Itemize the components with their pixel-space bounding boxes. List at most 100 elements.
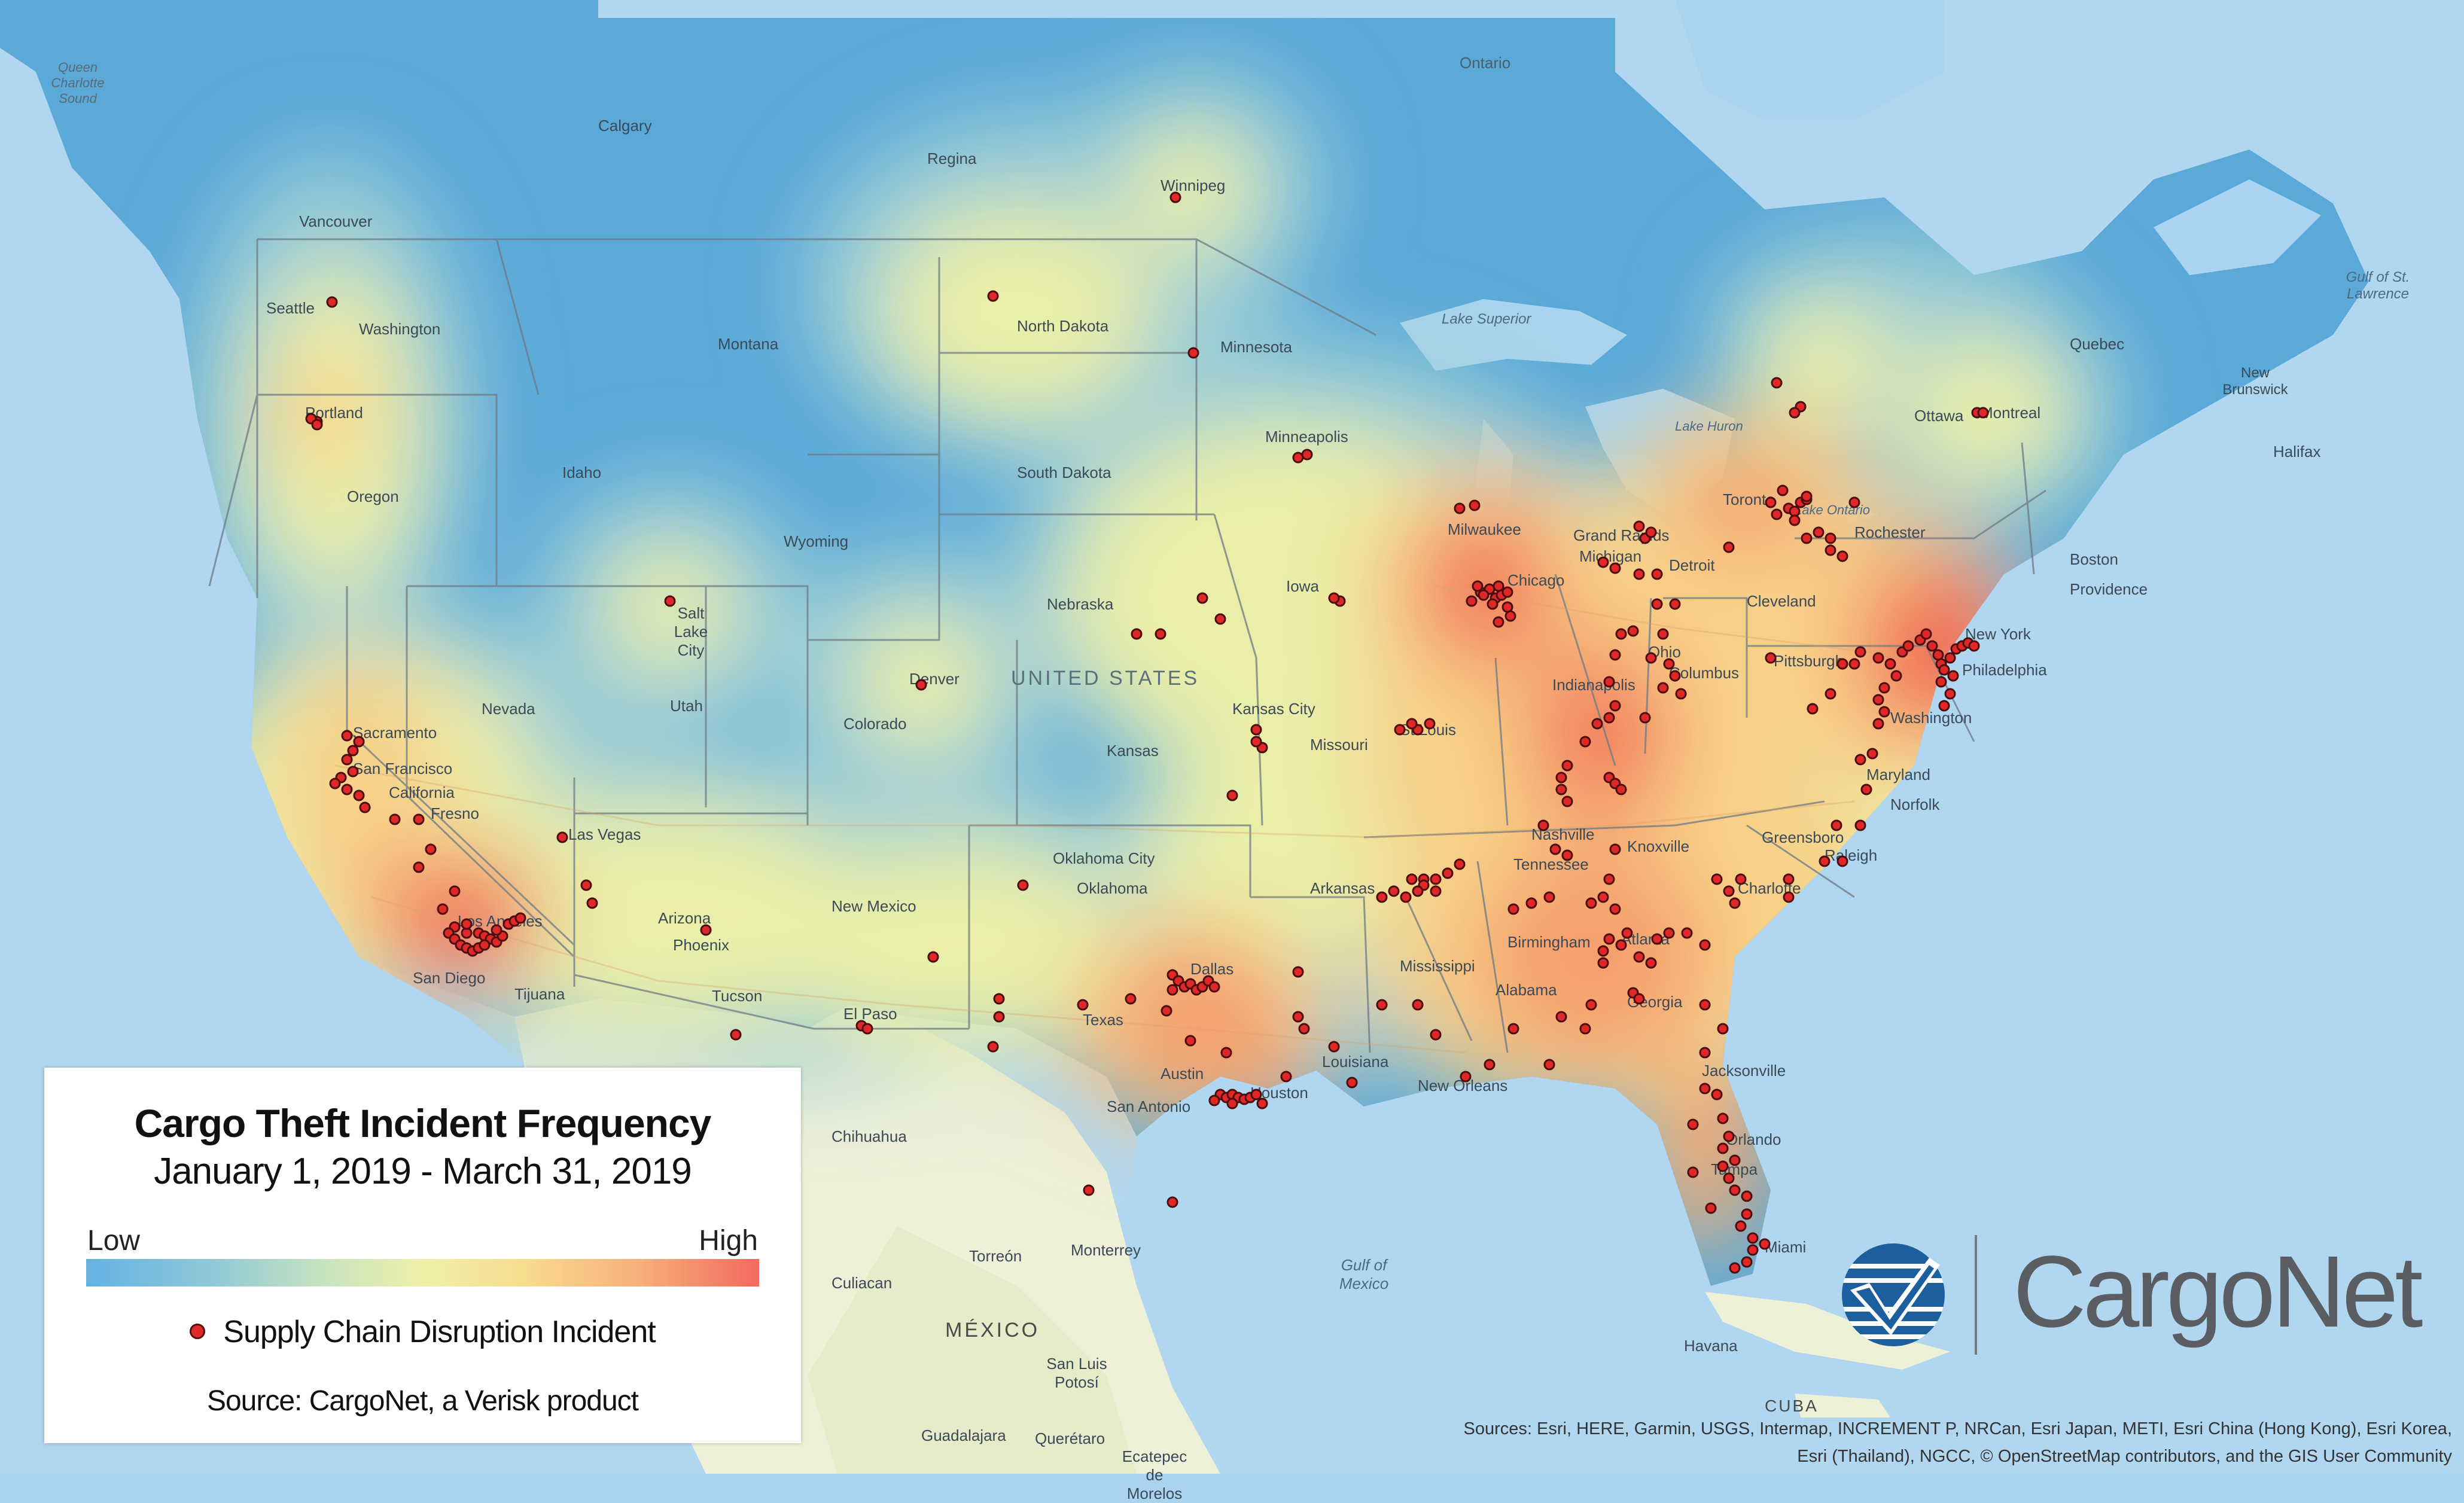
legend-high-label: High (699, 1225, 758, 1257)
incident-dot (1579, 736, 1591, 748)
label-norfolk: Norfolk (1890, 795, 1940, 813)
incident-dot (1507, 903, 1519, 915)
label-san-luis-potosi: San Luis Potosí (1046, 1355, 1107, 1391)
incident-dot (1442, 867, 1454, 879)
label-texas: Texas (1083, 1011, 1123, 1029)
label-nebraska: Nebraska (1047, 595, 1114, 613)
incident-dot (1504, 610, 1516, 622)
label-orlando: Orlando (1726, 1130, 1781, 1148)
label-raleigh: Raleigh (1825, 846, 1878, 864)
incident-dot (1609, 903, 1621, 915)
incident-dot (993, 1011, 1005, 1023)
incident-dot (1166, 984, 1178, 996)
incident-dot (1938, 664, 1950, 676)
incident-dot (1836, 855, 1848, 867)
incident-dot (1579, 1023, 1591, 1035)
incident-dot (1884, 658, 1896, 670)
label-rochester: Rochester (1854, 523, 1926, 541)
label-maryland: Maryland (1866, 766, 1930, 783)
label-nevada: Nevada (482, 700, 535, 718)
incident-dot (1430, 885, 1442, 897)
incident-dot (1292, 966, 1304, 978)
incident-dot (353, 789, 365, 801)
incident-dot (1848, 658, 1860, 670)
incident-dot (1866, 748, 1878, 760)
label-indianapolis: Indianapolis (1552, 676, 1635, 694)
label-culiacan: Culiacan (832, 1274, 893, 1292)
label-arizona: Arizona (658, 909, 711, 927)
incident-dot (1250, 736, 1262, 748)
label-washington-dc: Washington (1890, 709, 1972, 727)
incident-dot (1926, 640, 1938, 652)
incident-dot (1771, 508, 1783, 520)
cargonet-logo: CargoNet (1839, 1229, 2438, 1367)
label-queen-charlotte: Queen Charlotte Sound (51, 60, 105, 106)
incident-dot (1549, 843, 1561, 855)
incident-dot (1783, 873, 1795, 885)
label-vancouver: Vancouver (299, 212, 373, 230)
incident-dot (1301, 449, 1313, 461)
incident-dot (1017, 879, 1029, 891)
incident-dot (1633, 993, 1645, 1005)
incident-dot (1472, 580, 1484, 592)
label-sacramento: Sacramento (353, 724, 437, 742)
incident-dot (1902, 640, 1914, 652)
incident-dot (1947, 670, 1959, 682)
incident-dot (1723, 1130, 1735, 1142)
incident-dot (1639, 712, 1651, 724)
label-new-york: New York (1965, 625, 2031, 643)
label-montana: Montana (718, 335, 779, 353)
incident-dot (1651, 568, 1663, 580)
label-milwaukee: Milwaukee (1448, 520, 1521, 538)
incident-dot (1663, 658, 1675, 670)
incident-dot (987, 1041, 999, 1053)
label-providence: Providence (2070, 580, 2148, 598)
incident-dot (1256, 1097, 1268, 1109)
label-kansas: Kansas (1107, 742, 1159, 760)
label-quebec: Quebec (2070, 335, 2125, 353)
incident-dot (1478, 589, 1490, 601)
incident-dot (1597, 891, 1609, 903)
incident-dot (1872, 694, 1884, 706)
label-north-dakota: North Dakota (1017, 317, 1109, 335)
incident-dot (1077, 999, 1089, 1011)
incident-dot (1681, 927, 1693, 939)
incident-dot (1747, 1244, 1759, 1256)
label-miami: Miami (1765, 1238, 1807, 1256)
label-lake-huron: Lake Huron (1675, 419, 1743, 434)
legend-title: Cargo Theft Incident Frequency (134, 1101, 712, 1145)
label-greensboro: Greensboro (1762, 828, 1844, 846)
incident-dot (1854, 819, 1866, 831)
incident-dot (479, 939, 491, 951)
label-cuba: CUBA (1765, 1397, 1819, 1415)
incident-dot (915, 679, 927, 691)
incident-dot (1669, 670, 1681, 682)
incident-dot (1735, 1220, 1747, 1232)
label-united-states: UNITED STATES (1011, 667, 1200, 690)
incident-dot (437, 903, 449, 915)
incident-dot (1493, 580, 1504, 592)
incident-dot (1669, 598, 1681, 610)
incident-dot (1388, 885, 1400, 897)
incident-dot (1250, 724, 1262, 736)
label-michigan: Michigan (1579, 547, 1642, 565)
incident-dot (1394, 724, 1406, 736)
label-torreon: Torreón (969, 1247, 1022, 1265)
label-columbus: Columbus (1669, 664, 1740, 682)
incident-dot (1424, 718, 1436, 730)
incident-dot (326, 296, 338, 308)
incident-dot (1723, 1172, 1735, 1184)
incident-dot (1723, 885, 1735, 897)
incident-dot (347, 745, 359, 757)
incident-dot (413, 813, 425, 825)
incident-dot (1633, 520, 1645, 532)
caribbean-islands (1795, 1394, 1890, 1417)
incident-dot (1591, 718, 1603, 730)
incident-dot (1741, 1208, 1753, 1220)
incident-dot (1968, 640, 1980, 652)
incident-dot (1220, 1047, 1232, 1059)
incident-dot (1561, 849, 1573, 861)
